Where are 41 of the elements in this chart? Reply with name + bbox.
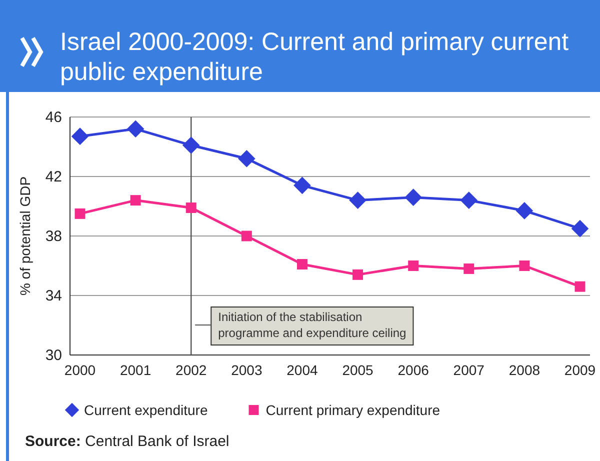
- point: [574, 281, 586, 292]
- y-tick-label: 46: [45, 108, 62, 126]
- x-tick-label: 2005: [342, 362, 374, 378]
- point: [352, 269, 364, 280]
- point: [130, 195, 141, 206]
- point: [519, 260, 530, 271]
- point: [296, 259, 308, 270]
- source-note: Source: Central Bank of Israel: [25, 433, 230, 450]
- x-tick-label: 2002: [176, 362, 207, 378]
- point: [516, 202, 534, 220]
- point: [241, 230, 252, 242]
- point: [126, 120, 144, 138]
- point: [460, 192, 478, 209]
- legend-label: Current expenditure: [84, 402, 208, 418]
- legend-label: Current primary expenditure: [266, 402, 440, 418]
- y-tick-label: 38: [45, 228, 62, 245]
- x-tick-label: 2003: [231, 362, 262, 378]
- y-axis-title: % of potential GDP: [17, 176, 33, 296]
- point: [294, 176, 311, 194]
- point: [74, 208, 86, 219]
- chart-title: Israel 2000-2009: Current and primary current public expenditure: [60, 28, 569, 86]
- point: [571, 220, 589, 238]
- point: [464, 263, 474, 274]
- x-tick-label: 2009: [564, 362, 596, 378]
- ref-line-label: Initiation of the stabilisation programme and expenditure ceiling: [218, 310, 406, 340]
- point: [71, 128, 89, 145]
- x-tick-label: 2007: [453, 362, 485, 378]
- x-tick-label: 2001: [120, 362, 152, 378]
- point: [186, 202, 196, 213]
- x-tick-label: 2004: [286, 362, 318, 378]
- point: [408, 260, 419, 271]
- point: [404, 188, 422, 206]
- y-tick-label: 34: [45, 287, 62, 304]
- x-tick-label: 2008: [508, 362, 540, 378]
- x-tick-label: 2006: [398, 362, 430, 378]
- point: [349, 192, 366, 209]
- y-tick-label: 30: [45, 346, 62, 364]
- point: [182, 136, 200, 154]
- x-tick-label: 2000: [64, 362, 96, 378]
- y-tick-label: 42: [45, 168, 62, 186]
- point: [238, 150, 256, 168]
